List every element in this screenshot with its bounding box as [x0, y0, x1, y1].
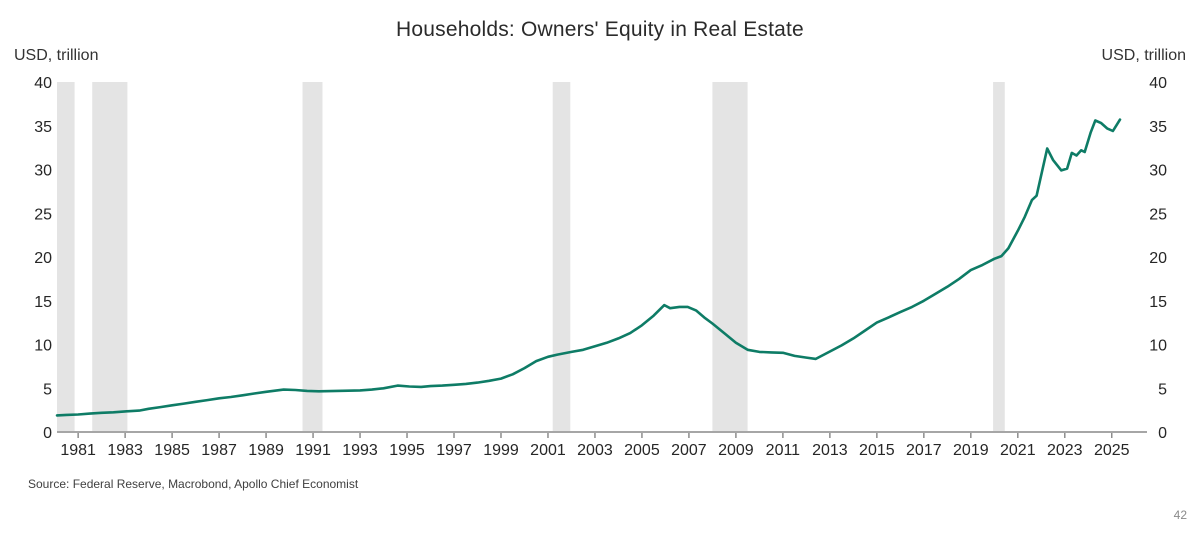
x-tick-label: 2003: [577, 442, 613, 459]
x-tick-label: 1989: [248, 442, 284, 459]
right-axis-unit-label: USD, trillion: [1101, 47, 1186, 64]
x-tick-label: 1981: [60, 442, 96, 459]
y-tick-label-left: 0: [43, 425, 52, 442]
x-tick-label: 2017: [906, 442, 942, 459]
x-tick-label: 1987: [201, 442, 237, 459]
y-tick-label-right: 5: [1158, 381, 1167, 398]
y-tick-label-right: 20: [1149, 250, 1167, 267]
y-tick-label-right: 40: [1149, 75, 1167, 92]
x-tick-label: 1993: [342, 442, 378, 459]
x-tick-label: 2015: [859, 442, 895, 459]
x-tick-label: 1997: [436, 442, 472, 459]
y-tick-label-left: 40: [34, 75, 52, 92]
x-tick-label: 1991: [295, 442, 331, 459]
recession-band: [302, 82, 323, 432]
x-tick-label: 2025: [1094, 442, 1130, 459]
y-tick-label-right: 10: [1149, 338, 1167, 355]
x-tick-label: 2021: [1000, 442, 1036, 459]
owners-equity-line: [55, 118, 1122, 417]
x-tick-label: 1985: [154, 442, 190, 459]
y-tick-label-right: 0: [1158, 425, 1167, 442]
x-tick-label: 1995: [389, 442, 425, 459]
x-tick-label: 2001: [530, 442, 566, 459]
page-number: 42: [1173, 508, 1187, 522]
x-tick-label: 2005: [624, 442, 660, 459]
x-tick-label: 2007: [671, 442, 707, 459]
y-tick-label-left: 5: [43, 381, 52, 398]
recession-band: [552, 82, 571, 432]
x-tick-label: 1999: [483, 442, 519, 459]
recession-band: [57, 82, 75, 432]
y-tick-label-right: 25: [1149, 206, 1167, 223]
x-tick-label: 2011: [766, 442, 801, 459]
y-tick-label-right: 30: [1149, 163, 1167, 180]
recession-band: [712, 82, 748, 432]
y-tick-label-left: 10: [34, 338, 52, 355]
chart-title: Households: Owners' Equity in Real Estat…: [396, 18, 804, 41]
y-tick-label-left: 15: [34, 294, 52, 311]
x-tick-label: 1983: [107, 442, 143, 459]
y-tick-label-left: 35: [34, 119, 52, 136]
x-tick-label: 2023: [1047, 442, 1083, 459]
x-tick-label: 2019: [953, 442, 989, 459]
y-tick-label-left: 30: [34, 163, 52, 180]
x-tick-label: 2013: [812, 442, 848, 459]
y-tick-label-right: 35: [1149, 119, 1167, 136]
y-tick-label-right: 15: [1149, 294, 1167, 311]
source-note: Source: Federal Reserve, Macrobond, Apol…: [28, 477, 359, 491]
y-tick-label-left: 25: [34, 206, 52, 223]
recession-band: [92, 82, 128, 432]
left-axis-unit-label: USD, trillion: [14, 47, 99, 64]
y-tick-label-left: 20: [34, 250, 52, 267]
x-tick-label: 2009: [718, 442, 754, 459]
